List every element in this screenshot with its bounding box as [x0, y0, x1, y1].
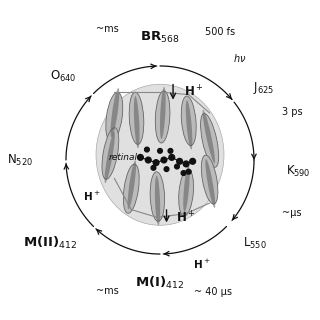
Text: BR$_{568}$: BR$_{568}$ — [140, 30, 180, 45]
Circle shape — [175, 164, 179, 169]
Circle shape — [158, 148, 162, 153]
Text: M(II)$_{412}$: M(II)$_{412}$ — [23, 235, 77, 251]
Circle shape — [164, 167, 169, 172]
Ellipse shape — [129, 92, 144, 144]
Text: 500 fs: 500 fs — [204, 27, 235, 37]
Text: ~ms: ~ms — [96, 286, 118, 296]
Circle shape — [151, 165, 156, 170]
Ellipse shape — [201, 155, 218, 204]
Ellipse shape — [186, 100, 192, 149]
Text: J$_{625}$: J$_{625}$ — [252, 80, 274, 96]
Ellipse shape — [110, 88, 119, 137]
Circle shape — [138, 155, 143, 160]
Text: ~ms: ~ms — [96, 24, 118, 34]
Text: H$^+$: H$^+$ — [193, 258, 211, 271]
Circle shape — [186, 169, 191, 174]
Ellipse shape — [201, 114, 219, 167]
Circle shape — [183, 161, 189, 167]
Ellipse shape — [128, 160, 136, 209]
Text: H$^+$: H$^+$ — [83, 190, 101, 203]
Text: N$_{520}$: N$_{520}$ — [7, 152, 33, 168]
Text: ~μs: ~μs — [282, 208, 302, 218]
Text: L$_{550}$: L$_{550}$ — [243, 236, 267, 251]
Ellipse shape — [179, 169, 194, 216]
Text: O$_{640}$: O$_{640}$ — [51, 69, 77, 84]
Circle shape — [161, 157, 167, 163]
Text: $h\nu$: $h\nu$ — [233, 52, 246, 64]
Ellipse shape — [105, 132, 115, 183]
Circle shape — [145, 147, 149, 152]
Ellipse shape — [203, 110, 215, 163]
Text: H$^+$: H$^+$ — [176, 210, 195, 225]
Ellipse shape — [96, 84, 224, 225]
Text: retinal: retinal — [109, 153, 138, 162]
Ellipse shape — [150, 172, 164, 221]
Circle shape — [190, 158, 196, 164]
Text: ~ 40 μs: ~ 40 μs — [194, 287, 232, 297]
Ellipse shape — [134, 96, 140, 148]
Ellipse shape — [181, 96, 196, 146]
Ellipse shape — [155, 91, 170, 143]
Ellipse shape — [160, 87, 166, 139]
Ellipse shape — [124, 164, 139, 213]
Circle shape — [177, 158, 182, 164]
Text: H$^+$: H$^+$ — [183, 84, 203, 100]
Ellipse shape — [106, 92, 123, 141]
Ellipse shape — [102, 128, 119, 179]
Circle shape — [153, 160, 159, 165]
Text: M(I)$_{412}$: M(I)$_{412}$ — [135, 275, 185, 291]
Circle shape — [168, 148, 173, 153]
Ellipse shape — [155, 176, 160, 225]
Ellipse shape — [183, 165, 190, 212]
Circle shape — [169, 155, 175, 160]
Text: 3 ps: 3 ps — [282, 107, 303, 117]
Circle shape — [181, 171, 186, 175]
Circle shape — [145, 157, 151, 163]
Text: K$_{590}$: K$_{590}$ — [286, 164, 311, 179]
Ellipse shape — [205, 159, 215, 208]
